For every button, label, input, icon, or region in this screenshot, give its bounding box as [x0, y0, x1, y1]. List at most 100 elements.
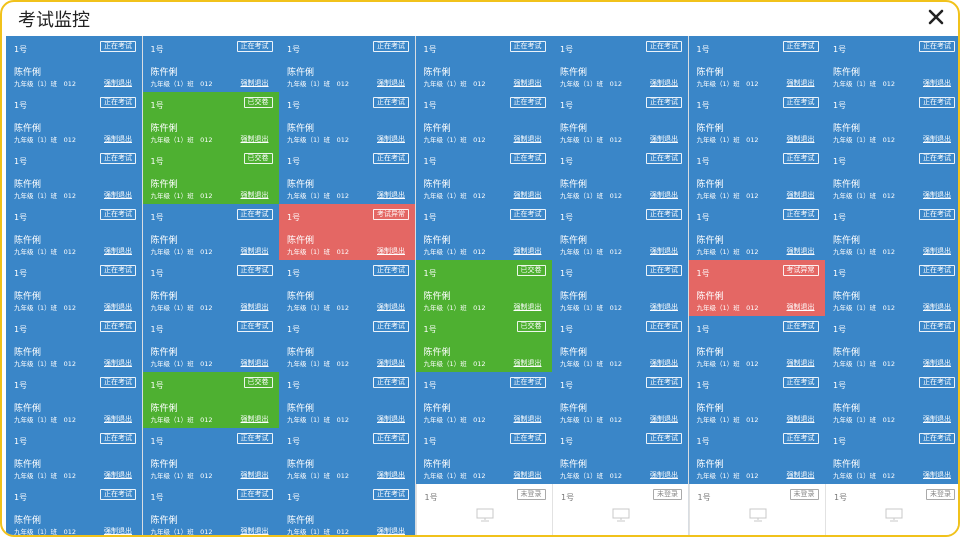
student-card[interactable]: 1号 正在考试 陈仵俐 九年级（1）班 012 强制退出: [552, 148, 688, 204]
force-exit-link[interactable]: 强制退出: [377, 79, 405, 87]
student-card[interactable]: 1号 正在考试 陈仵俐 九年级（1）班 012 强制退出: [279, 260, 415, 316]
force-exit-link[interactable]: 强制退出: [240, 135, 269, 143]
force-exit-link[interactable]: 强制退出: [377, 303, 405, 311]
student-card[interactable]: 1号 正在考试 陈仵俐 九年级（1）班 012 强制退出: [552, 316, 688, 372]
force-exit-link[interactable]: 强制退出: [650, 135, 678, 143]
force-exit-link[interactable]: 强制退出: [786, 135, 815, 143]
force-exit-link[interactable]: 强制退出: [377, 415, 405, 423]
student-card[interactable]: 1号 正在考试 陈仵俐 九年级（1）班 012 强制退出: [279, 372, 415, 428]
force-exit-link[interactable]: 强制退出: [786, 303, 815, 311]
close-icon[interactable]: [926, 6, 946, 28]
student-card[interactable]: 1号 正在考试 陈仵俐 九年级（1）班 012 强制退出: [142, 260, 279, 316]
force-exit-link[interactable]: 强制退出: [104, 247, 132, 255]
force-exit-link[interactable]: 强制退出: [786, 191, 815, 199]
student-card[interactable]: 1号 未登录: [825, 484, 958, 535]
student-card[interactable]: 1号 正在考试 陈仵俐 九年级（1）班 012 强制退出: [279, 36, 415, 92]
student-card[interactable]: 1号 正在考试 陈仵俐 九年级（1）班 012 强制退出: [825, 428, 958, 484]
force-exit-link[interactable]: 强制退出: [923, 359, 951, 367]
student-card[interactable]: 1号 正在考试 陈仵俐 九年级（1）班 012 强制退出: [6, 92, 142, 148]
student-card[interactable]: 1号 正在考试 陈仵俐 九年级（1）班 012 强制退出: [142, 316, 279, 372]
student-card[interactable]: 1号 正在考试 陈仵俐 九年级（1）班 012 强制退出: [6, 484, 142, 535]
force-exit-link[interactable]: 强制退出: [240, 247, 269, 255]
force-exit-link[interactable]: 强制退出: [786, 471, 815, 479]
student-card[interactable]: 1号 正在考试 陈仵俐 九年级（1）班 012 强制退出: [415, 428, 552, 484]
force-exit-link[interactable]: 强制退出: [923, 191, 951, 199]
force-exit-link[interactable]: 强制退出: [786, 247, 815, 255]
force-exit-link[interactable]: 强制退出: [513, 359, 542, 367]
student-card[interactable]: 1号 已交卷 陈仵俐 九年级（1）班 012 强制退出: [415, 316, 552, 372]
student-card[interactable]: 1号 正在考试 陈仵俐 九年级（1）班 012 强制退出: [825, 204, 958, 260]
force-exit-link[interactable]: 强制退出: [786, 359, 815, 367]
student-card[interactable]: 1号 正在考试 陈仵俐 九年级（1）班 012 强制退出: [6, 428, 142, 484]
force-exit-link[interactable]: 强制退出: [513, 247, 542, 255]
force-exit-link[interactable]: 强制退出: [377, 135, 405, 143]
force-exit-link[interactable]: 强制退出: [240, 303, 269, 311]
force-exit-link[interactable]: 强制退出: [923, 415, 951, 423]
student-card[interactable]: 1号 正在考试 陈仵俐 九年级（1）班 012 强制退出: [142, 428, 279, 484]
student-card[interactable]: 1号 正在考试 陈仵俐 九年级（1）班 012 强制退出: [415, 372, 552, 428]
force-exit-link[interactable]: 强制退出: [240, 359, 269, 367]
force-exit-link[interactable]: 强制退出: [240, 191, 269, 199]
student-card[interactable]: 1号 正在考试 陈仵俐 九年级（1）班 012 强制退出: [688, 36, 825, 92]
force-exit-link[interactable]: 强制退出: [513, 415, 542, 423]
student-card[interactable]: 1号 正在考试 陈仵俐 九年级（1）班 012 强制退出: [825, 372, 958, 428]
student-card[interactable]: 1号 正在考试 陈仵俐 九年级（1）班 012 强制退出: [688, 204, 825, 260]
student-card[interactable]: 1号 正在考试 陈仵俐 九年级（1）班 012 强制退出: [142, 204, 279, 260]
student-card[interactable]: 1号 正在考试 陈仵俐 九年级（1）班 012 强制退出: [142, 484, 279, 535]
student-card[interactable]: 1号 正在考试 陈仵俐 九年级（1）班 012 强制退出: [279, 148, 415, 204]
student-card[interactable]: 1号 正在考试 陈仵俐 九年级（1）班 012 强制退出: [6, 316, 142, 372]
force-exit-link[interactable]: 强制退出: [650, 471, 678, 479]
force-exit-link[interactable]: 强制退出: [923, 471, 951, 479]
force-exit-link[interactable]: 强制退出: [104, 303, 132, 311]
student-card[interactable]: 1号 正在考试 陈仵俐 九年级（1）班 012 强制退出: [825, 148, 958, 204]
student-card[interactable]: 1号 正在考试 陈仵俐 九年级（1）班 012 强制退出: [279, 428, 415, 484]
student-card[interactable]: 1号 正在考试 陈仵俐 九年级（1）班 012 强制退出: [688, 148, 825, 204]
student-card[interactable]: 1号 正在考试 陈仵俐 九年级（1）班 012 强制退出: [688, 316, 825, 372]
force-exit-link[interactable]: 强制退出: [650, 359, 678, 367]
force-exit-link[interactable]: 强制退出: [650, 415, 678, 423]
force-exit-link[interactable]: 强制退出: [240, 79, 269, 87]
student-card[interactable]: 1号 正在考试 陈仵俐 九年级（1）班 012 强制退出: [552, 204, 688, 260]
force-exit-link[interactable]: 强制退出: [377, 527, 405, 535]
force-exit-link[interactable]: 强制退出: [513, 135, 542, 143]
force-exit-link[interactable]: 强制退出: [377, 191, 405, 199]
student-card[interactable]: 1号 正在考试 陈仵俐 九年级（1）班 012 强制退出: [552, 428, 688, 484]
student-card[interactable]: 1号 正在考试 陈仵俐 九年级（1）班 012 强制退出: [6, 372, 142, 428]
student-card[interactable]: 1号 正在考试 陈仵俐 九年级（1）班 012 强制退出: [415, 148, 552, 204]
force-exit-link[interactable]: 强制退出: [513, 191, 542, 199]
force-exit-link[interactable]: 强制退出: [786, 79, 815, 87]
force-exit-link[interactable]: 强制退出: [104, 471, 132, 479]
student-card[interactable]: 1号 正在考试 陈仵俐 九年级（1）班 012 强制退出: [6, 260, 142, 316]
force-exit-link[interactable]: 强制退出: [104, 415, 132, 423]
student-card[interactable]: 1号 正在考试 陈仵俐 九年级（1）班 012 强制退出: [825, 316, 958, 372]
force-exit-link[interactable]: 强制退出: [240, 471, 269, 479]
student-card[interactable]: 1号 考试异常 陈仵俐 九年级（1）班 012 强制退出: [279, 204, 415, 260]
student-card[interactable]: 1号 正在考试 陈仵俐 九年级（1）班 012 强制退出: [279, 92, 415, 148]
force-exit-link[interactable]: 强制退出: [650, 247, 678, 255]
student-card[interactable]: 1号 正在考试 陈仵俐 九年级（1）班 012 强制退出: [6, 204, 142, 260]
force-exit-link[interactable]: 强制退出: [923, 247, 951, 255]
force-exit-link[interactable]: 强制退出: [513, 79, 542, 87]
student-card[interactable]: 1号 正在考试 陈仵俐 九年级（1）班 012 强制退出: [688, 428, 825, 484]
student-card[interactable]: 1号 考试异常 陈仵俐 九年级（1）班 012 强制退出: [688, 260, 825, 316]
student-card[interactable]: 1号 正在考试 陈仵俐 九年级（1）班 012 强制退出: [6, 148, 142, 204]
force-exit-link[interactable]: 强制退出: [786, 415, 815, 423]
student-card[interactable]: 1号 正在考试 陈仵俐 九年级（1）班 012 强制退出: [279, 316, 415, 372]
force-exit-link[interactable]: 强制退出: [650, 191, 678, 199]
student-card[interactable]: 1号 正在考试 陈仵俐 九年级（1）班 012 强制退出: [552, 372, 688, 428]
student-card[interactable]: 1号 正在考试 陈仵俐 九年级（1）班 012 强制退出: [688, 372, 825, 428]
force-exit-link[interactable]: 强制退出: [104, 135, 132, 143]
student-card[interactable]: 1号 已交卷 陈仵俐 九年级（1）班 012 强制退出: [142, 372, 279, 428]
force-exit-link[interactable]: 强制退出: [377, 471, 405, 479]
student-card[interactable]: 1号 正在考试 陈仵俐 九年级（1）班 012 强制退出: [688, 92, 825, 148]
force-exit-link[interactable]: 强制退出: [104, 191, 132, 199]
force-exit-link[interactable]: 强制退出: [650, 303, 678, 311]
student-card[interactable]: 1号 正在考试 陈仵俐 九年级（1）班 012 强制退出: [415, 92, 552, 148]
student-card[interactable]: 1号 已交卷 陈仵俐 九年级（1）班 012 强制退出: [415, 260, 552, 316]
student-card[interactable]: 1号 正在考试 陈仵俐 九年级（1）班 012 强制退出: [825, 260, 958, 316]
student-card[interactable]: 1号 正在考试 陈仵俐 九年级（1）班 012 强制退出: [279, 484, 415, 535]
student-card[interactable]: 1号 正在考试 陈仵俐 九年级（1）班 012 强制退出: [825, 92, 958, 148]
force-exit-link[interactable]: 强制退出: [513, 303, 542, 311]
force-exit-link[interactable]: 强制退出: [923, 135, 951, 143]
student-card[interactable]: 1号 正在考试 陈仵俐 九年级（1）班 012 强制退出: [142, 36, 279, 92]
